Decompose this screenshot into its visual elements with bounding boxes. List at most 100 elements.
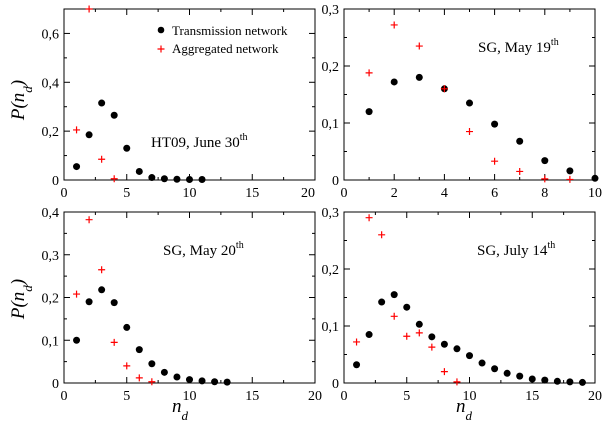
panel-sg-may-20: SG, May 20th 0 5 10 15 20 0 0,1 0,2 0,3 0,4: [42, 206, 323, 404]
y-tick-label: 0,3: [322, 206, 340, 221]
data-point-aggregated: [353, 338, 361, 346]
x-tick-label: 5: [123, 186, 130, 201]
x-tick-label: 0: [341, 186, 348, 201]
data-point-transmission: [110, 299, 118, 307]
y-axis-label-bottom: P(nd): [8, 279, 35, 320]
data-point-transmission: [578, 378, 586, 386]
x-tick-label: 0: [61, 186, 68, 201]
y-tick-label: 0,1: [42, 334, 60, 349]
plot-frame: [343, 8, 596, 181]
data-point-transmission: [415, 320, 423, 328]
x-tick-label: 10: [183, 186, 197, 201]
data-point-transmission: [403, 303, 411, 311]
data-point-aggregated: [440, 368, 448, 376]
annotation-text: SG, May 20th: [163, 240, 244, 259]
data-point-transmission: [591, 174, 599, 182]
data-point-aggregated: [73, 290, 81, 298]
data-point-transmission: [135, 346, 143, 354]
data-point-aggregated: [365, 214, 373, 222]
data-point-aggregated: [516, 167, 524, 175]
data-point-transmission: [466, 352, 473, 360]
data-point-transmission: [390, 291, 398, 299]
legend-marker-transmission: [157, 26, 165, 34]
data-point-transmission: [390, 78, 398, 86]
data-point-aggregated: [98, 266, 106, 274]
data-point-aggregated: [135, 374, 143, 382]
panel-sg-july-14: SG, July 14th 0 5 10 15 20 0 0,1 0,2 0,3: [322, 206, 603, 404]
data-point-transmission: [186, 176, 193, 184]
data-point-transmission: [541, 157, 549, 165]
data-point-transmission: [528, 375, 536, 383]
x-tick-label: 8: [541, 186, 548, 201]
data-point-aggregated: [390, 312, 398, 320]
y-axis-label-top: P(nd): [8, 80, 35, 121]
data-point-transmission: [110, 111, 118, 119]
annotation-sup: th: [547, 240, 555, 251]
annotation-sup: th: [240, 132, 248, 143]
data-point-aggregated: [148, 378, 156, 386]
data-point-transmission: [85, 131, 93, 139]
annotation-main: HT09, June 30: [151, 135, 240, 151]
data-point-transmission: [491, 365, 499, 373]
data-point-aggregated: [110, 175, 118, 183]
legend-marker-aggregated: [157, 45, 165, 53]
data-point-transmission: [491, 120, 499, 128]
data-point-transmission: [516, 137, 524, 145]
annotation-main: SG, May 19: [478, 40, 551, 56]
plot-frame: [63, 211, 316, 384]
data-point-transmission: [440, 340, 448, 348]
data-point-aggregated: [466, 128, 473, 136]
x-tick-label: 10: [463, 389, 477, 404]
data-point-transmission: [516, 372, 524, 380]
y-tick-label: 0,2: [322, 263, 340, 278]
panel-ht09-june-30: HT09, June 30th Transmission network Agg…: [42, 5, 316, 201]
data-point-aggregated: [73, 126, 81, 134]
data-point-transmission: [198, 377, 206, 385]
data-point-aggregated: [378, 231, 386, 239]
annotation-sup: th: [236, 240, 244, 251]
y-tick-label: 0,6: [42, 27, 60, 42]
y-tick-label: 0,2: [42, 292, 60, 307]
data-point-transmission: [98, 286, 106, 294]
data-point-transmission: [503, 369, 511, 377]
data-point-transmission: [173, 175, 181, 183]
y-tick-label: 0,2: [42, 125, 60, 140]
data-point-transmission: [173, 373, 181, 381]
annotation-text: SG, July 14th: [477, 240, 555, 259]
x-tick-label: 6: [491, 186, 498, 201]
x-tick-label: 20: [301, 186, 315, 201]
data-point-transmission: [186, 376, 193, 384]
y-tick-label: 0: [52, 377, 59, 392]
data-point-aggregated: [98, 155, 106, 163]
data-point-transmission: [160, 175, 168, 183]
data-point-aggregated: [541, 175, 549, 183]
x-axis-label-left: nd: [172, 396, 189, 423]
data-point-transmission: [123, 144, 131, 152]
annotation-sup: th: [551, 37, 559, 48]
data-point-transmission: [148, 174, 156, 182]
data-point-aggregated: [123, 362, 131, 370]
y-tick-label: 0,3: [322, 3, 340, 18]
data-point-transmission: [98, 99, 106, 107]
data-point-transmission: [85, 298, 93, 306]
y-tick-label: 0: [52, 174, 59, 189]
data-point-transmission: [160, 368, 168, 376]
data-point-aggregated: [403, 332, 411, 340]
x-tick-label: 0: [61, 389, 68, 404]
data-point-transmission: [466, 99, 473, 107]
y-tick-label: 0,2: [322, 60, 340, 75]
data-point-aggregated: [415, 42, 423, 50]
y-tick-label: 0,3: [42, 249, 60, 264]
annotation-main: SG, May 20: [163, 243, 236, 259]
y-tick-label: 0: [332, 174, 339, 189]
panel-annotation: SG, May 19th: [478, 37, 559, 56]
x-tick-label: 15: [525, 389, 539, 404]
data-point-aggregated: [491, 157, 499, 165]
y-tick-label: 0: [332, 377, 339, 392]
x-axis-label-right: nd: [456, 396, 473, 423]
data-point-aggregated: [440, 85, 448, 93]
data-point-transmission: [478, 359, 486, 367]
x-tick-label: 20: [308, 389, 322, 404]
data-point-transmission: [553, 377, 561, 385]
